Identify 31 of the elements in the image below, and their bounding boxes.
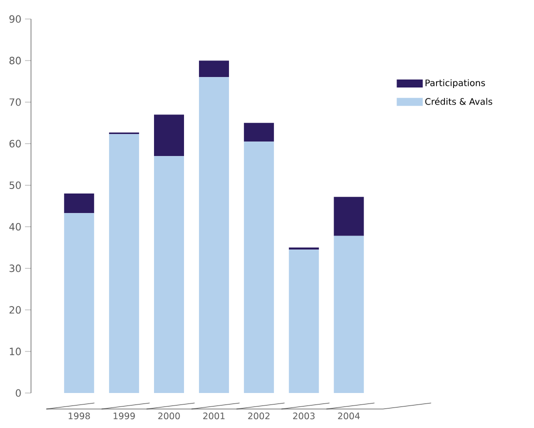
y-tick-label: 50 [10, 181, 21, 189]
bar [109, 134, 140, 393]
bar [64, 194, 94, 214]
bar [288, 250, 319, 393]
bar [154, 156, 184, 393]
x-tick-label: 1999 [114, 412, 135, 420]
bar [154, 114, 184, 156]
y-tick-label: 70 [10, 98, 21, 106]
bar [334, 236, 364, 393]
bar [244, 122, 274, 142]
bar [244, 142, 274, 393]
y-tick-label: 40 [9, 223, 21, 231]
legend-label: Crédits & Avals [425, 98, 492, 105]
y-tick-label: 60 [10, 140, 21, 148]
y-tick-label: 30 [10, 264, 21, 272]
x-tick-label: 1998 [68, 412, 90, 420]
x-tick-label: 2002 [248, 412, 270, 420]
bar [64, 213, 94, 393]
legend-label: Participations [426, 79, 485, 88]
x-tick-label: 2004 [338, 412, 360, 420]
x-tick-label: 2000 [158, 412, 180, 420]
bar [198, 60, 229, 78]
x-tick-label: 2001 [203, 412, 225, 420]
x-tick-label: 2003 [293, 412, 315, 420]
y-tick-label: 0 [16, 389, 21, 397]
y-tick-label: 80 [9, 56, 21, 64]
y-tick-label: 20 [10, 306, 21, 314]
bar [198, 77, 229, 393]
y-tick-label: 90 [9, 15, 21, 23]
y-tick-label: 10 [10, 348, 21, 356]
bar [334, 196, 364, 236]
